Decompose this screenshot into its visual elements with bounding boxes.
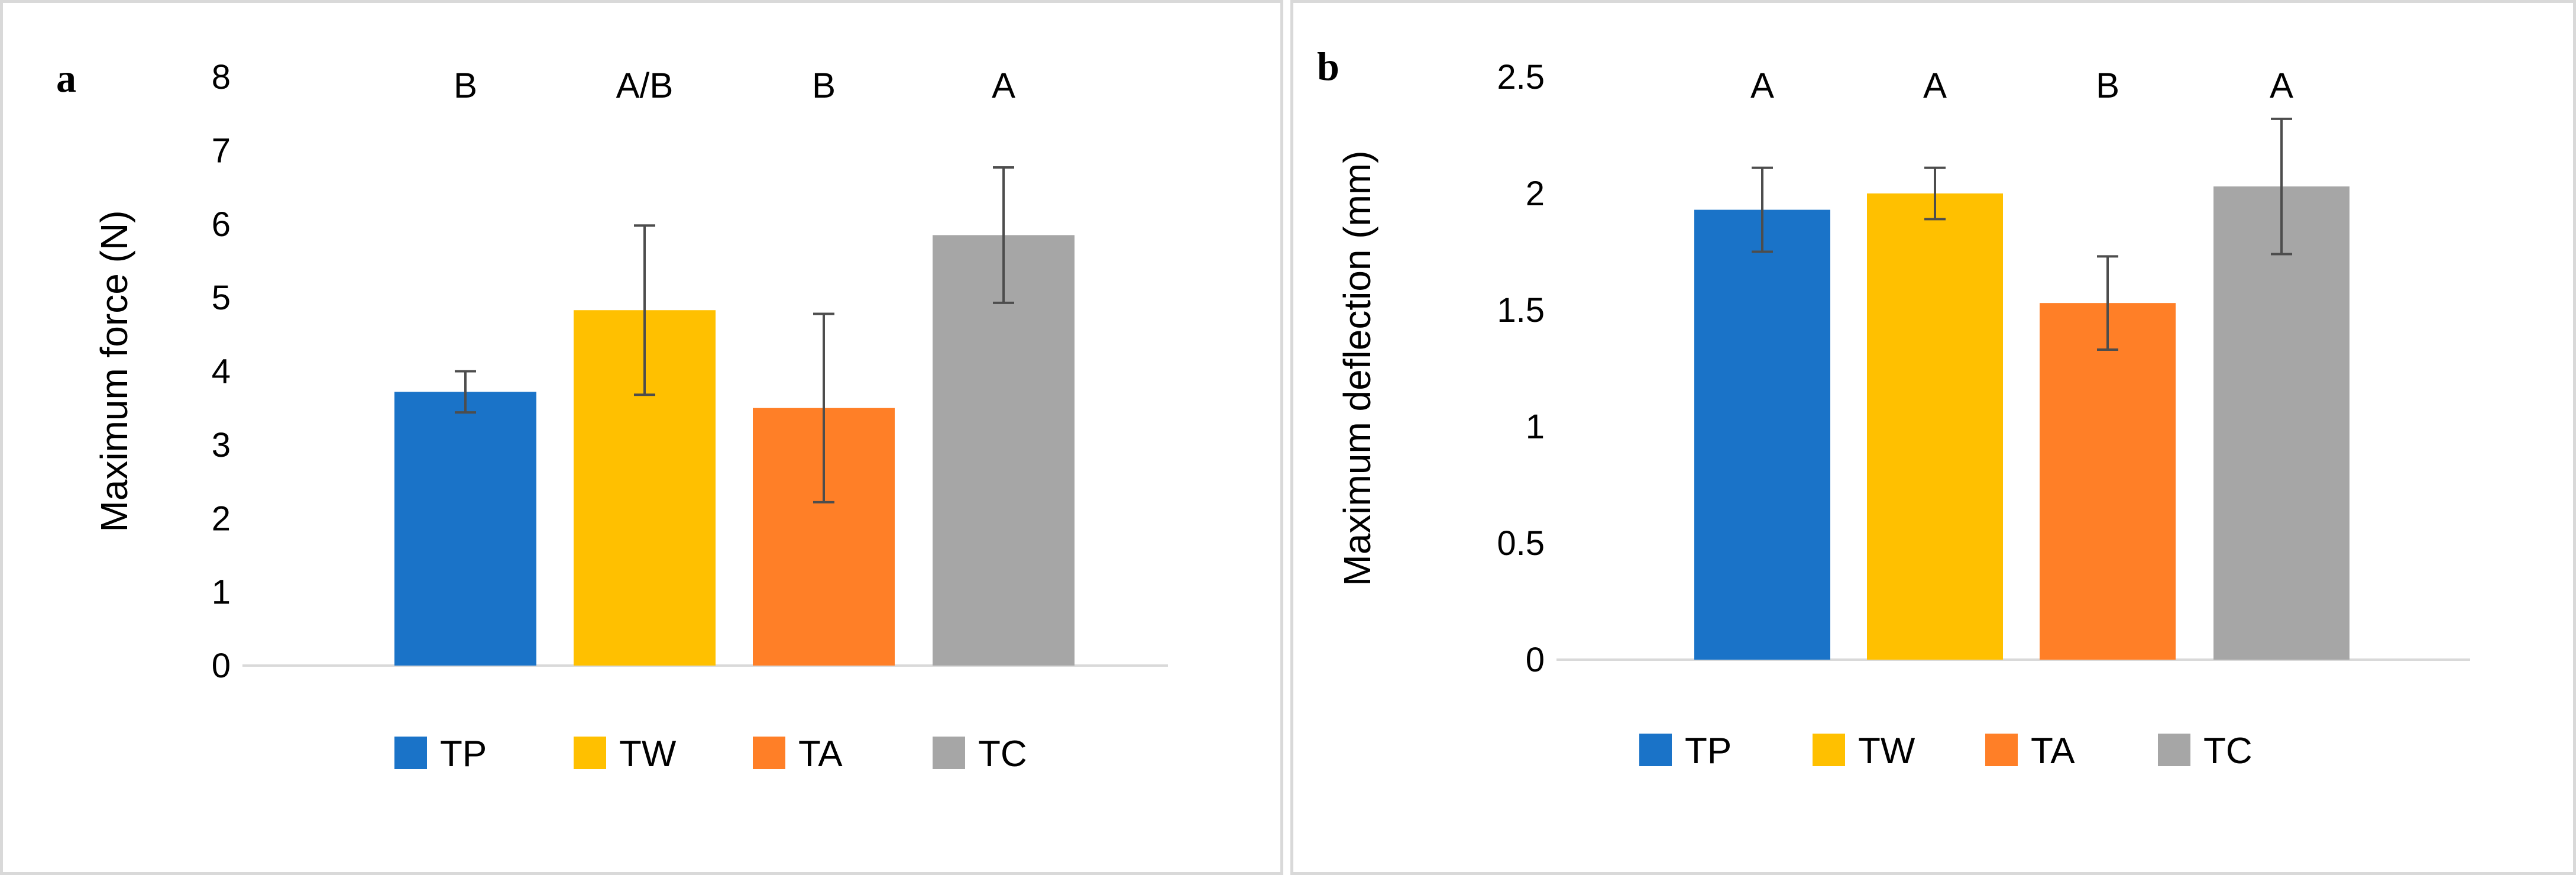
- y-tick-label: 4: [212, 353, 231, 391]
- significance-label: A: [992, 66, 1015, 105]
- bar-tc: [2213, 186, 2350, 660]
- y-tick-label: 1: [212, 573, 231, 612]
- legend-swatch-tp: [1639, 734, 1672, 766]
- y-tick-label: 2.5: [1497, 58, 1545, 96]
- y-tick-label: 8: [212, 58, 231, 96]
- chart-panel-a: a Maximum force (N) 0 1 2 3 4 5 6 7 8 B A/B B A TP TW TA T…: [0, 0, 1283, 875]
- y-tick-label: 7: [212, 131, 231, 170]
- legend-swatch-tw: [1813, 734, 1845, 766]
- y-tick-label: 3: [212, 426, 231, 464]
- y-tick-label: 1: [1526, 408, 1545, 446]
- significance-label: A: [1750, 66, 1774, 105]
- legend-swatch-tp: [394, 737, 427, 769]
- y-tick-label: 2: [212, 499, 231, 538]
- bar-tp: [394, 392, 536, 666]
- bar-tp: [1694, 209, 1830, 660]
- y-tick-label: 6: [212, 205, 231, 244]
- legend-label-tc: TC: [978, 734, 1027, 774]
- chart-b-svg: b Maximum deflection (mm) 0 0.5 1 1.5 2 2.5 A A B A…: [1317, 44, 2470, 771]
- y-tick-label: 1.5: [1497, 291, 1545, 330]
- bar-ta: [2040, 303, 2176, 660]
- legend-label-tp: TP: [440, 734, 487, 774]
- chart-panel-b: b Maximum deflection (mm) 0 0.5 1 1.5 2 2.5 A A B A…: [1290, 0, 2576, 875]
- significance-label: A: [2270, 66, 2293, 105]
- y-tick-label: 0.5: [1497, 524, 1545, 563]
- legend-swatch-tw: [574, 737, 606, 769]
- panel-label: a: [56, 56, 76, 101]
- panel-label: b: [1317, 44, 1339, 89]
- y-tick-label: 2: [1526, 175, 1545, 213]
- bar-tw: [1867, 193, 2003, 660]
- significance-label: A/B: [616, 66, 674, 105]
- significance-label: B: [812, 66, 836, 105]
- legend-label-ta: TA: [798, 734, 843, 774]
- y-axis-label: Maximum force (N): [93, 210, 135, 532]
- y-tick-label: 0: [212, 647, 231, 685]
- significance-label: B: [2096, 66, 2119, 105]
- legend-label-tp: TP: [1685, 731, 1732, 771]
- legend-label-tw: TW: [1858, 731, 1915, 771]
- legend-swatch-tc: [933, 737, 965, 769]
- legend-swatch-ta: [753, 737, 785, 769]
- y-tick-label: 5: [212, 279, 231, 317]
- legend-swatch-ta: [1985, 734, 2018, 766]
- y-tick-label: 0: [1526, 641, 1545, 679]
- significance-label: A: [1923, 66, 1947, 105]
- legend-swatch-tc: [2158, 734, 2190, 766]
- legend-label-ta: TA: [2031, 731, 2075, 771]
- legend-label-tc: TC: [2203, 731, 2253, 771]
- legend-label-tw: TW: [619, 734, 677, 774]
- significance-label: B: [454, 66, 477, 105]
- bar-tc: [933, 235, 1075, 666]
- chart-a-svg: a Maximum force (N) 0 1 2 3 4 5 6 7 8 B A/B B A TP TW TA T…: [56, 56, 1168, 774]
- y-axis-label: Maximum deflection (mm): [1336, 150, 1378, 586]
